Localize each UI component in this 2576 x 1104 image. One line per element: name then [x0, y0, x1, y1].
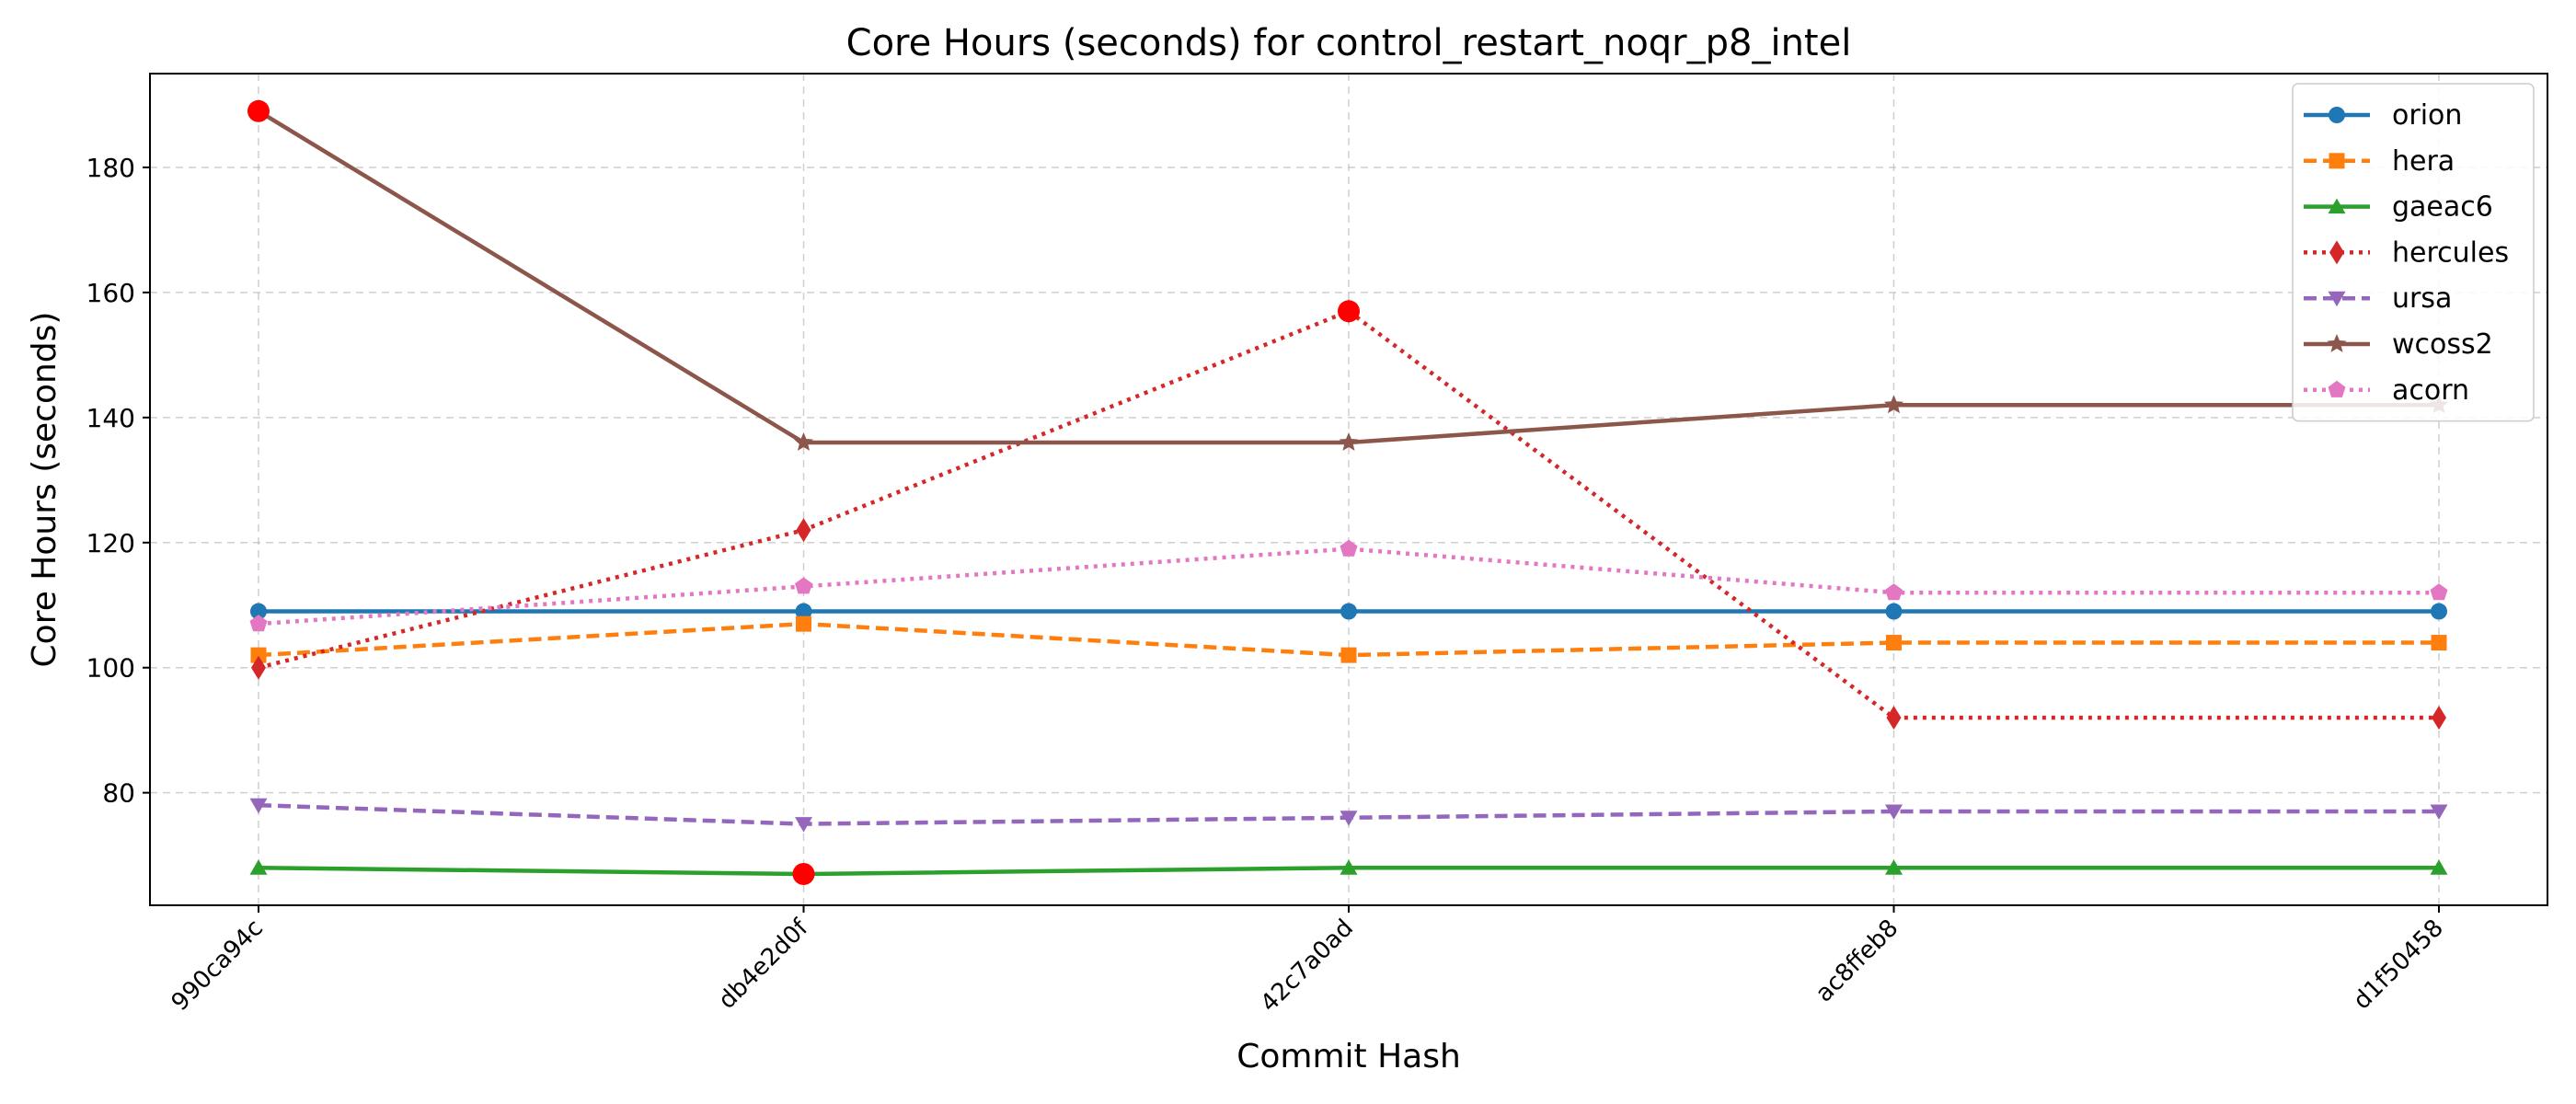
data-point-orion [2431, 603, 2447, 620]
data-point-acorn [2430, 583, 2448, 601]
legend-box [2292, 83, 2535, 422]
legend-marker [2329, 240, 2344, 265]
legend-label: orion [2392, 99, 2462, 132]
data-point-hera [1886, 635, 1902, 651]
legend-label: hercules [2392, 236, 2509, 269]
data-point-hera [250, 647, 267, 663]
series-hera [250, 615, 2447, 663]
legend: orion hera gaeac6 hercules ursa wcoss2 acorn [2292, 83, 2535, 422]
data-point-gaeac6 [249, 859, 268, 875]
data-point-orion [795, 603, 812, 620]
data-point-acorn [1340, 539, 1358, 557]
highlight-point-gaeac6 [792, 863, 815, 886]
data-point-wcoss2 [1884, 395, 1903, 414]
data-point-ursa [249, 798, 268, 814]
data-point-hercules [796, 518, 811, 543]
y-tick-label: 100 [86, 653, 135, 684]
data-point-orion [250, 603, 267, 620]
data-point-wcoss2 [1339, 432, 1359, 451]
data-point-hercules [251, 655, 266, 680]
data-point-hercules [2432, 706, 2446, 730]
legend-label: ursa [2392, 282, 2452, 315]
data-point-acorn [1885, 583, 1903, 601]
x-axis-label: Commit Hash [1236, 1038, 1461, 1075]
legend-item-hercules: hercules [2304, 236, 2509, 269]
data-point-gaeac6 [2430, 859, 2448, 875]
data-point-gaeac6 [1885, 859, 1903, 875]
y-tick-label: 160 [86, 278, 135, 308]
legend-marker [2328, 198, 2346, 214]
data-point-ursa [795, 817, 812, 833]
series-layer [248, 100, 2449, 881]
legend-marker [2329, 107, 2345, 123]
data-point-gaeac6 [1340, 859, 1358, 875]
y-tick-label: 180 [86, 153, 135, 183]
legend-item-orion: orion [2304, 99, 2462, 132]
legend-label: wcoss2 [2392, 328, 2493, 361]
legend-marker [2327, 334, 2347, 352]
data-point-ursa [1885, 804, 1903, 820]
legend-item-ursa: ursa [2304, 282, 2452, 315]
data-point-ursa [2430, 804, 2448, 820]
chart-title: Core Hours (seconds) for control_restart… [846, 22, 1852, 64]
legend-label: hera [2392, 145, 2455, 178]
legend-marker [2329, 153, 2345, 169]
legend-item-gaeac6: gaeac6 [2304, 191, 2493, 224]
legend-marker [2328, 380, 2346, 397]
highlight-point-wcoss2 [247, 99, 270, 122]
series-orion [250, 603, 2447, 620]
y-axis-ticks: 80 100 120 140 160 180 [86, 153, 150, 809]
legend-marker [2328, 291, 2346, 307]
y-tick-label: 80 [102, 778, 135, 809]
data-point-acorn [795, 577, 812, 594]
highlight-markers [247, 99, 1360, 886]
data-point-ursa [1340, 811, 1358, 826]
legend-label: acorn [2392, 374, 2469, 407]
y-tick-label: 120 [86, 528, 135, 558]
legend-item-wcoss2: wcoss2 [2304, 328, 2493, 361]
y-tick-label: 140 [86, 403, 135, 433]
data-point-hera [796, 615, 811, 632]
data-point-acorn [249, 615, 268, 632]
series-ursa [249, 798, 2448, 833]
legend-item-hera: hera [2304, 145, 2455, 178]
data-point-orion [1340, 603, 1357, 620]
data-point-hera [1340, 647, 1357, 663]
series-acorn [249, 539, 2448, 632]
legend-label: gaeac6 [2392, 191, 2493, 224]
data-point-orion [1885, 603, 1903, 620]
data-point-wcoss2 [794, 432, 813, 451]
data-point-hercules [1886, 706, 1902, 730]
highlight-point-hercules [1338, 300, 1360, 323]
legend-item-acorn: acorn [2304, 374, 2469, 407]
series-gaeac6 [249, 859, 2448, 881]
y-axis-label: Core Hours (seconds) [26, 312, 63, 668]
data-point-hera [2431, 635, 2447, 651]
